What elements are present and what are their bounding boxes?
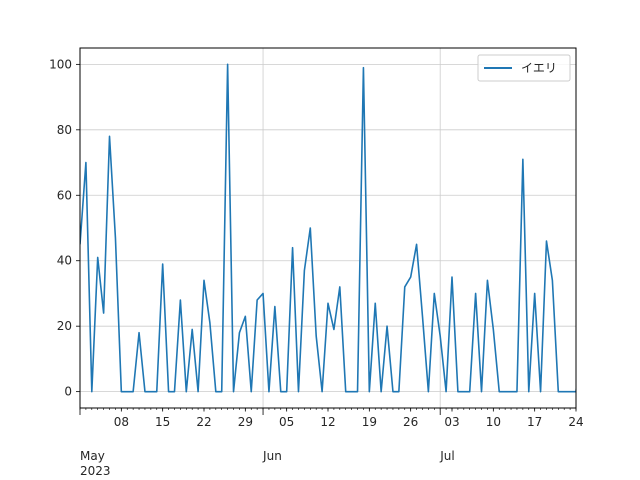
- x-major-tick-label: May: [80, 449, 105, 463]
- x-major-tick-label: Jul: [439, 449, 454, 463]
- x-year-label: 2023: [80, 464, 111, 478]
- grid: [79, 48, 576, 408]
- x-minor-tick-label: 19: [362, 415, 377, 429]
- y-tick-label: 20: [57, 319, 72, 333]
- series-layer: [80, 63, 576, 393]
- y-tick-label: 80: [57, 123, 72, 137]
- x-minor-tick-label: 05: [279, 415, 294, 429]
- x-minor-tick-label: 22: [196, 415, 211, 429]
- series-line: [80, 63, 576, 393]
- legend-label: イエリ: [521, 61, 557, 75]
- legend: イエリ: [477, 54, 571, 82]
- y-tick-label: 60: [57, 188, 72, 202]
- y-axis: 0 20 40 60 80 100: [49, 57, 80, 399]
- x-minor-tick-label: 17: [527, 415, 542, 429]
- plot-frame: [79, 47, 577, 409]
- x-minor-tick-label: 24: [568, 415, 583, 429]
- x-minor-tick-label: 29: [238, 415, 253, 429]
- y-tick-label: 100: [49, 57, 72, 71]
- x-minor-tick-label: 15: [155, 415, 170, 429]
- y-tick-label: 0: [64, 385, 72, 399]
- x-minor-tick-label: 08: [114, 415, 129, 429]
- x-major-tick-label: Jun: [262, 449, 282, 463]
- y-tick-label: 40: [57, 254, 72, 268]
- x-minor-tick-label: 10: [486, 415, 501, 429]
- x-minor-tick-label: 26: [403, 415, 418, 429]
- x-minor-tick-label: 12: [320, 415, 335, 429]
- x-minor-tick-label: 03: [444, 415, 459, 429]
- legend-box: [477, 54, 571, 82]
